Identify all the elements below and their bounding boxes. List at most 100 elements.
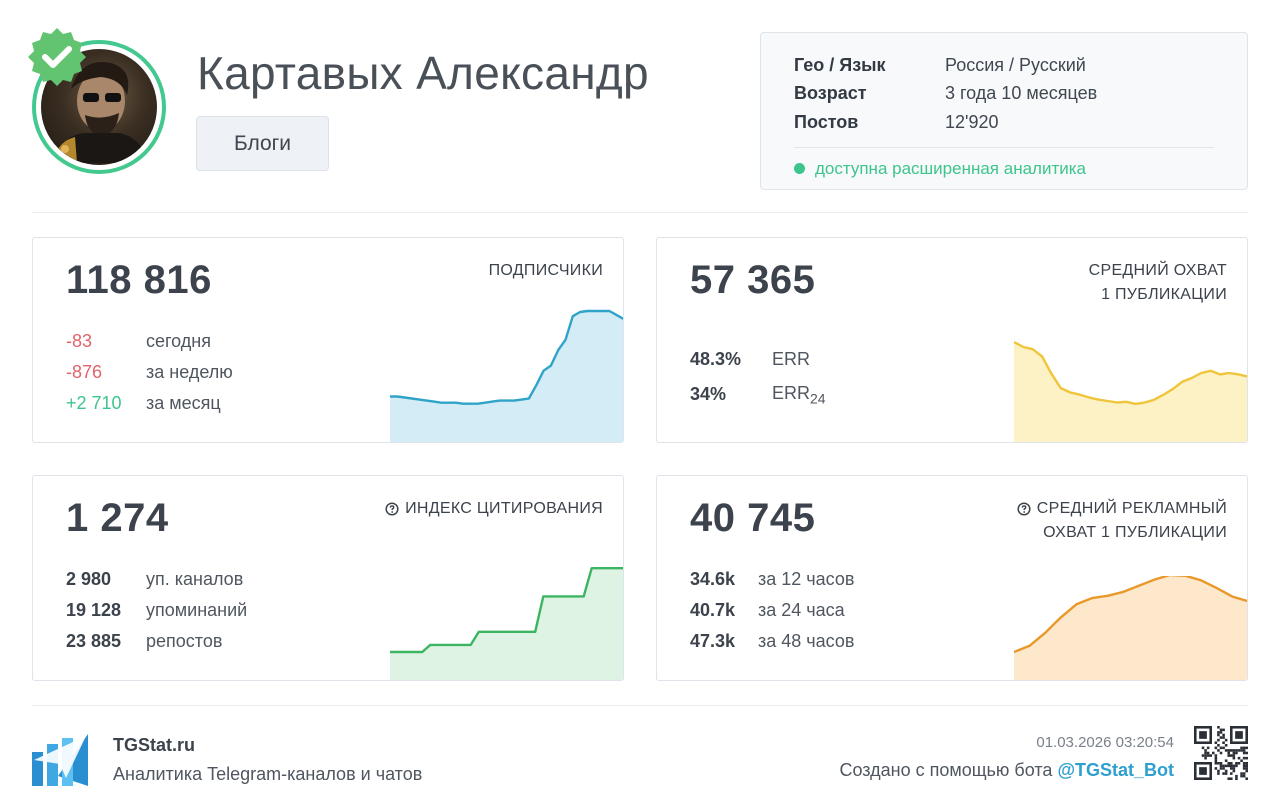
- verified-badge-icon: [28, 28, 86, 86]
- info-value: Россия / Русский: [945, 54, 1086, 75]
- extended-analytics-note[interactable]: доступна расширенная аналитика: [794, 159, 1214, 179]
- qr-module: [1222, 733, 1225, 737]
- qr-module: [1209, 754, 1212, 757]
- qr-module: [1245, 751, 1248, 755]
- citation-index-value: 1 274: [66, 496, 169, 540]
- channel-info-box: Гео / Язык Россия / Русский Возраст 3 го…: [760, 32, 1248, 190]
- subscribers-card[interactable]: 118 816 ПОДПИСЧИКИ -83 сегодня -876 за н…: [32, 237, 624, 443]
- qr-module: [1224, 749, 1228, 752]
- qr-module: [1232, 764, 1236, 768]
- stat-text: за 48 часов: [758, 631, 855, 651]
- qr-module: [1227, 754, 1230, 757]
- qr-module: [1240, 774, 1243, 778]
- qr-module: [1217, 762, 1220, 765]
- qr-module: [1245, 769, 1248, 773]
- qr-module: [1206, 751, 1210, 755]
- help-circle-icon[interactable]: [385, 502, 399, 516]
- stat-number: +2 710: [66, 393, 122, 413]
- err-value: 48.3%: [690, 349, 742, 369]
- stat-number: 47.3k: [690, 631, 736, 651]
- ad-reach-card[interactable]: 40 745 СРЕДНИЙ РЕКЛАМНЫЙ ОХВАТ 1 ПУБЛИКА…: [656, 475, 1248, 681]
- qr-module: [1222, 772, 1225, 775]
- bot-handle-link[interactable]: @TGStat_Bot: [1057, 760, 1174, 780]
- stat-text: за 24 часа: [758, 600, 845, 620]
- average-reach-sparkline: [1014, 340, 1247, 442]
- qr-module: [1235, 749, 1238, 752]
- stat-text: за месяц: [146, 393, 221, 413]
- qr-module: [1204, 754, 1207, 757]
- average-reach-value: 57 365: [690, 258, 816, 302]
- qr-module: [1232, 754, 1236, 757]
- category-button[interactable]: Блоги: [196, 116, 329, 171]
- sparkline-line: [1014, 576, 1247, 654]
- ad-reach-label: СРЕДНИЙ РЕКЛАМНЫЙ ОХВАТ 1 ПУБЛИКАЦИИ: [1017, 497, 1227, 545]
- stat-text: сегодня: [146, 331, 211, 351]
- err24-subscript: 24: [810, 390, 826, 407]
- brand-name[interactable]: TGStat.ru: [113, 735, 196, 755]
- brand-tagline: Аналитика Telegram-каналов и чатов: [113, 764, 423, 784]
- channel-title: Картавых Александр: [197, 47, 649, 99]
- qr-module: [1214, 756, 1218, 760]
- qr-module: [1242, 762, 1246, 765]
- qr-module: [1232, 751, 1236, 755]
- qr-module: [1240, 759, 1243, 762]
- stat-number: 40.7k: [690, 600, 736, 620]
- qr-module: [1230, 764, 1233, 768]
- qr-module: [1224, 772, 1228, 775]
- stat-number: 19 128: [66, 600, 122, 620]
- qr-module: [1214, 767, 1218, 770]
- stat-row-mentions: 19 128 упоминаний: [66, 595, 247, 626]
- qr-module: [1217, 769, 1220, 773]
- qr-module: [1227, 751, 1230, 755]
- qr-module: [1217, 731, 1220, 734]
- qr-module: [1219, 762, 1223, 765]
- qr-module: [1222, 736, 1225, 739]
- qr-module: [1219, 728, 1223, 732]
- info-divider: [794, 146, 1214, 148]
- qr-module: [1230, 762, 1233, 765]
- qr-code-icon[interactable]: [1194, 726, 1248, 780]
- qr-module: [1214, 741, 1218, 744]
- average-reach-label: СРЕДНИЙ ОХВАТ 1 ПУБЛИКАЦИИ: [1089, 259, 1227, 307]
- qr-module: [1230, 749, 1233, 752]
- sparkline-line: [1014, 340, 1247, 406]
- qr-module: [1237, 749, 1241, 752]
- average-reach-card[interactable]: 57 365 СРЕДНИЙ ОХВАТ 1 ПУБЛИКАЦИИ 48.3% …: [656, 237, 1248, 443]
- qr-module: [1245, 756, 1248, 760]
- qr-module: [1230, 772, 1233, 775]
- qr-module: [1217, 738, 1220, 742]
- channel-avatar-wrapper: [28, 28, 166, 174]
- qr-module: [1242, 746, 1246, 750]
- qr-module: [1227, 749, 1230, 752]
- citation-index-label-text: ИНДЕКС ЦИТИРОВАНИЯ: [405, 500, 603, 517]
- qr-module: [1214, 754, 1218, 757]
- info-key: Возраст: [794, 83, 867, 104]
- citation-stats: 2 980 уп. каналов 19 128 упоминаний 23 8…: [66, 564, 247, 657]
- subscribers-count: 118 816: [66, 258, 212, 302]
- stat-text: за неделю: [146, 362, 233, 382]
- qr-module: [1224, 738, 1228, 742]
- sparkline-area: [1014, 342, 1247, 442]
- stat-row-month: +2 710 за месяц: [66, 388, 233, 419]
- footer-divider: [32, 705, 1248, 706]
- stat-row-err: 48.3% ERR: [690, 342, 826, 377]
- help-circle-icon[interactable]: [1017, 502, 1031, 516]
- qr-module: [1245, 762, 1248, 765]
- qr-module: [1224, 744, 1228, 747]
- stat-row-channels: 2 980 уп. каналов: [66, 564, 247, 595]
- stat-text: уп. каналов: [146, 569, 244, 589]
- err24-label: ERR24: [772, 383, 826, 407]
- ad-reach-label-line1-text: СРЕДНИЙ РЕКЛАМНЫЙ: [1036, 500, 1227, 517]
- ad-reach-label-line1: СРЕДНИЙ РЕКЛАМНЫЙ: [1017, 497, 1227, 521]
- qr-module: [1222, 764, 1225, 768]
- qr-module: [1242, 756, 1246, 760]
- created-by-text: Создано с помощью бота @TGStat_Bot: [839, 760, 1174, 781]
- citation-index-card[interactable]: 1 274 ИНДЕКС ЦИТИРОВАНИЯ 2 980 уп. канал…: [32, 475, 624, 681]
- qr-module: [1232, 767, 1236, 770]
- qr-module: [1222, 746, 1225, 750]
- qr-module: [1214, 762, 1218, 765]
- qr-module: [1217, 726, 1220, 729]
- tgstat-logo-icon[interactable]: [32, 734, 88, 786]
- stat-row-today: -83 сегодня: [66, 326, 233, 357]
- qr-finder-module: [1235, 731, 1243, 739]
